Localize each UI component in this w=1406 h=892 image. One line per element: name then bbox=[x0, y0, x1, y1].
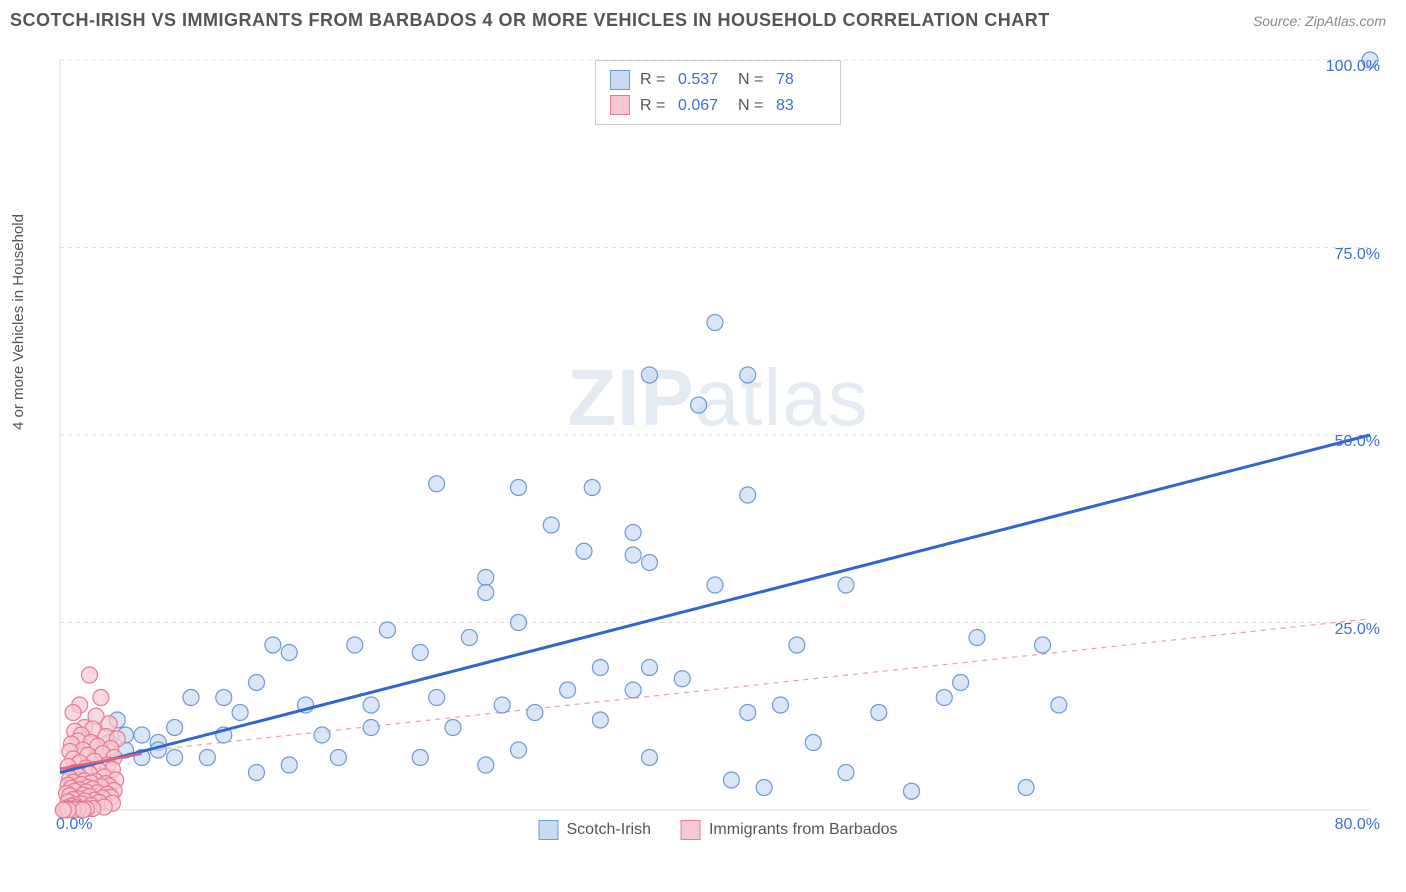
legend-label-scotch-irish: Scotch-Irish bbox=[567, 821, 651, 839]
y-tick-label: 25.0% bbox=[1335, 621, 1380, 639]
series-legend: Scotch-Irish Immigrants from Barbados bbox=[539, 820, 898, 840]
r-label: R = bbox=[640, 67, 668, 93]
n-value-scotch-irish: 78 bbox=[776, 67, 826, 93]
r-value-barbados: 0.067 bbox=[678, 93, 728, 119]
legend-label-barbados: Immigrants from Barbados bbox=[709, 821, 898, 839]
chart-title: SCOTCH-IRISH VS IMMIGRANTS FROM BARBADOS… bbox=[10, 10, 1050, 31]
swatch-barbados bbox=[681, 820, 701, 840]
swatch-scotch-irish bbox=[539, 820, 559, 840]
correlation-legend: R = 0.537 N = 78 R = 0.067 N = 83 bbox=[595, 60, 841, 125]
n-label: N = bbox=[738, 67, 766, 93]
legend-item-barbados: Immigrants from Barbados bbox=[681, 820, 898, 840]
y-tick-label: 75.0% bbox=[1335, 246, 1380, 264]
swatch-scotch-irish bbox=[610, 70, 630, 90]
x-tick-label: 0.0% bbox=[56, 816, 92, 834]
r-label: R = bbox=[640, 93, 668, 119]
n-label: N = bbox=[738, 93, 766, 119]
swatch-barbados bbox=[610, 95, 630, 115]
n-value-barbados: 83 bbox=[776, 93, 826, 119]
source-label: Source: ZipAtlas.com bbox=[1253, 13, 1386, 29]
x-tick-label: 80.0% bbox=[1335, 816, 1380, 834]
scatter-chart bbox=[50, 50, 1386, 840]
legend-row-barbados: R = 0.067 N = 83 bbox=[610, 93, 826, 119]
legend-item-scotch-irish: Scotch-Irish bbox=[539, 820, 651, 840]
legend-row-scotch-irish: R = 0.537 N = 78 bbox=[610, 67, 826, 93]
r-value-scotch-irish: 0.537 bbox=[678, 67, 728, 93]
chart-area: ZIPatlas R = 0.537 N = 78 R = 0.067 N = … bbox=[50, 50, 1386, 840]
y-tick-label: 50.0% bbox=[1335, 433, 1380, 451]
y-tick-label: 100.0% bbox=[1326, 58, 1380, 76]
y-axis-label: 4 or more Vehicles in Household bbox=[10, 214, 27, 430]
